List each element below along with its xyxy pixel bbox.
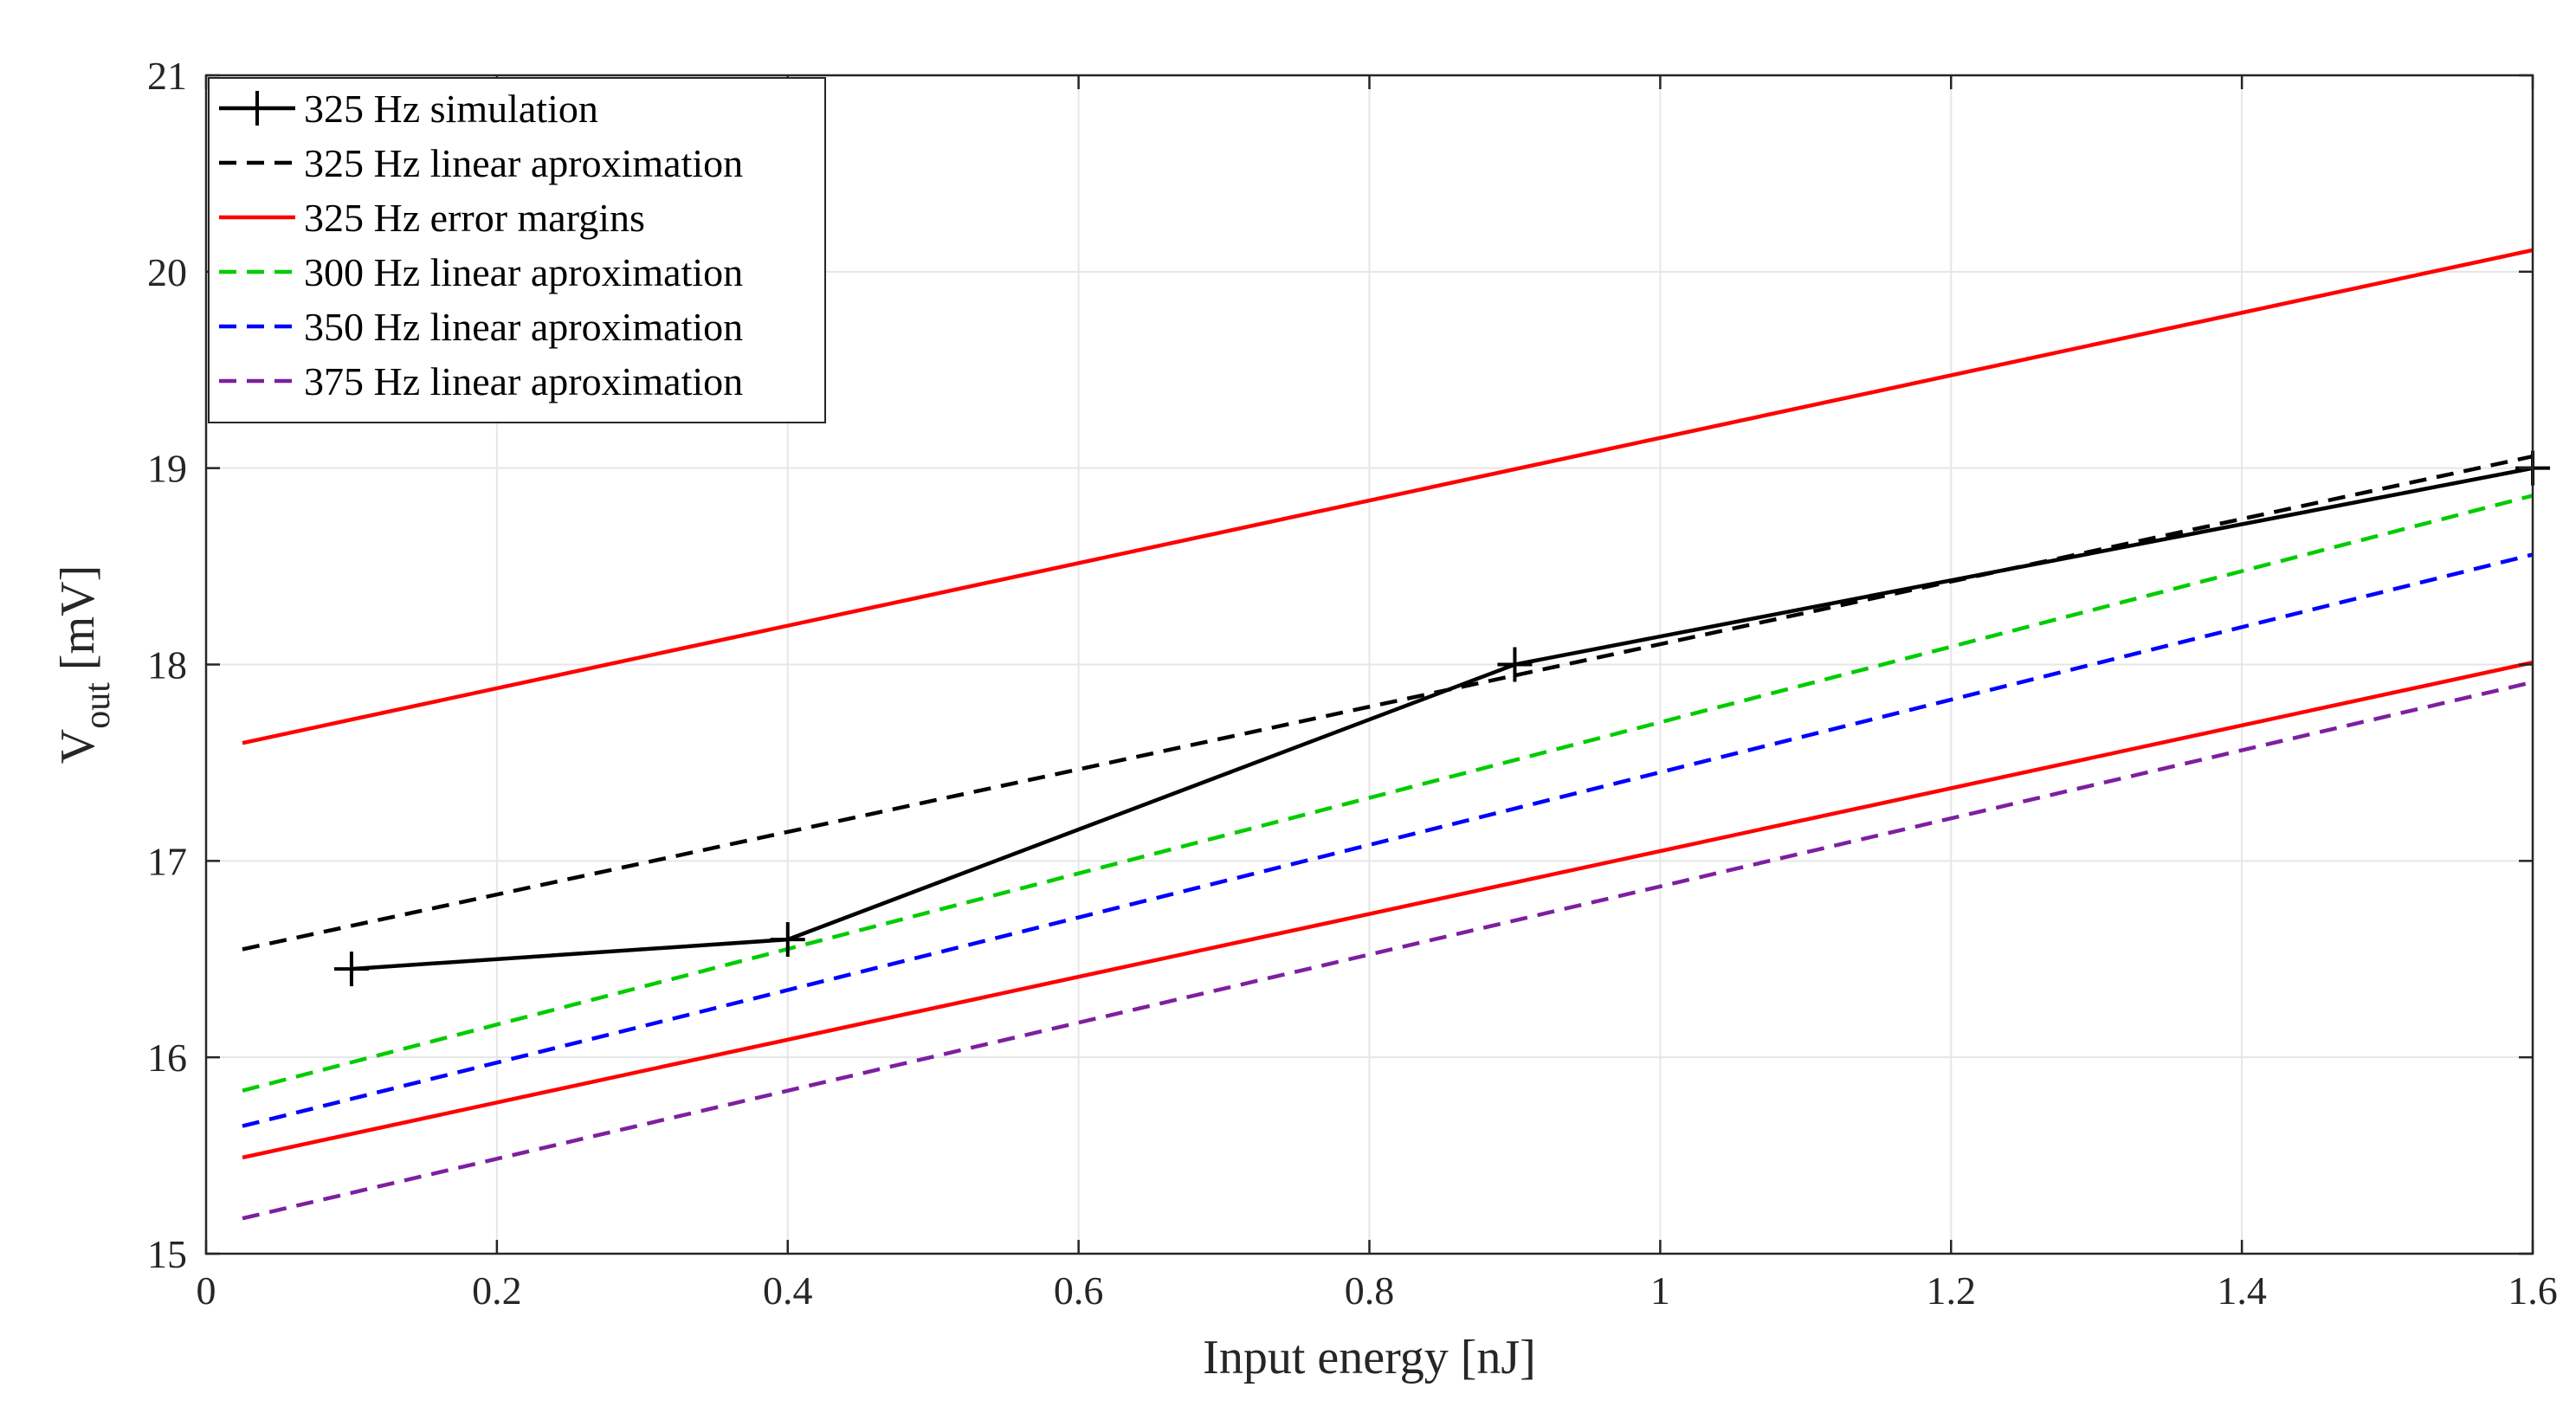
x-tick-label: 1.4	[2217, 1268, 2267, 1313]
x-tick-label: 0	[197, 1268, 216, 1313]
x-tick-label: 0.4	[763, 1268, 813, 1313]
legend-box	[208, 77, 826, 423]
series-line-325-hz-linear-aproximation	[242, 454, 2534, 952]
x-tick-label: 1.6	[2508, 1268, 2558, 1313]
legend-label-300-hz-linear-aproximation: 300 Hz linear aproximation	[304, 250, 743, 294]
y-tick-label: 16	[147, 1036, 187, 1080]
x-tick-label: 0.6	[1054, 1268, 1104, 1313]
x-tick-label: 1	[1650, 1268, 1670, 1313]
series-line-325-hz-error-margins-lower	[242, 661, 2534, 1160]
y-axis-title-subscript: out	[78, 682, 118, 729]
x-axis-title: Input energy [nJ]	[1203, 1331, 1536, 1384]
y-axis-title: Vout [mV]	[51, 565, 118, 764]
y-axis-title-rest: [mV]	[51, 565, 105, 682]
y-tick-label: 19	[147, 447, 187, 491]
axis-ticks: 0 0.2 0.4 0.6 0.8 1 1.2 1.4 1.6 15 16 17 18 19 20 21	[147, 54, 2558, 1313]
legend-label-375-hz-linear-aproximation: 375 Hz linear aproximation	[304, 359, 743, 403]
legend-label-325-hz-simulation: 325 Hz simulation	[304, 87, 598, 131]
legend-label-350-hz-linear-aproximation: 350 Hz linear aproximation	[304, 305, 743, 349]
series-line-375-hz-linear-aproximation	[242, 680, 2534, 1221]
grid-lines	[206, 75, 2533, 1254]
y-tick-label: 15	[147, 1232, 187, 1276]
series-line-350-hz-linear-aproximation	[242, 552, 2534, 1128]
series-layer	[242, 248, 2550, 1221]
y-tick-label: 21	[147, 54, 187, 98]
y-axis-title-main: V	[51, 729, 105, 764]
series-line-325-hz-error-margins	[242, 248, 2534, 745]
legend-label-325-hz-linear-aproximation: 325 Hz linear aproximation	[304, 141, 743, 185]
series-line-325-hz-simulation	[351, 466, 2534, 971]
legend: 325 Hz simulation 325 Hz linear aproximat…	[208, 77, 826, 423]
y-tick-label: 20	[147, 250, 187, 294]
x-tick-label: 1.2	[1927, 1268, 1977, 1313]
series-line-300-hz-linear-aproximation	[242, 494, 2534, 1093]
x-tick-label: 0.8	[1345, 1268, 1395, 1313]
y-tick-label: 18	[147, 643, 187, 687]
legend-label-325-hz-error-margins: 325 Hz error margins	[304, 196, 645, 240]
y-tick-label: 17	[147, 839, 187, 883]
x-tick-label: 0.2	[472, 1268, 522, 1313]
